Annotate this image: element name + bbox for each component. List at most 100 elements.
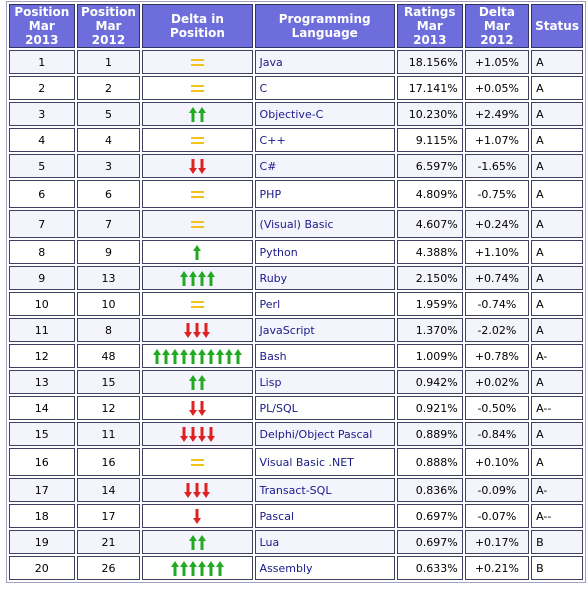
delta-rating-cell: +1.10%	[464, 240, 530, 264]
rating-cell: 4.388%	[396, 240, 463, 264]
position-prev-cell: 2	[76, 76, 141, 100]
language-name-cell: PHP	[254, 180, 395, 208]
down-arrow-icon	[184, 482, 193, 498]
language-name-cell: Objective-C	[254, 102, 395, 126]
status-cell: A	[531, 448, 583, 476]
position-prev-cell: 1	[76, 50, 141, 74]
down-arrow-icon	[193, 482, 202, 498]
rating-cell: 1.370%	[396, 318, 463, 342]
delta-indicator	[147, 454, 247, 470]
header-position-now[interactable]: Position Mar 2013	[9, 4, 75, 48]
language-name-cell: Lisp	[254, 370, 395, 394]
header-delta-position-label: Delta in Position	[170, 12, 225, 40]
position-prev-cell: 17	[76, 504, 141, 528]
equal-icon	[190, 190, 204, 198]
up-arrow-icon	[215, 560, 224, 576]
position-prev-cell: 4	[76, 128, 141, 152]
down-arrow-icon	[202, 482, 211, 498]
rating-cell: 0.633%	[396, 556, 463, 580]
table-row: 17 14 Transact-SQL 0.836% -0.09% A-	[9, 478, 583, 502]
header-position-prev[interactable]: Position Mar 2012	[76, 4, 141, 48]
delta-position-cell	[142, 240, 253, 264]
down-arrow-icon	[188, 158, 197, 174]
delta-position-cell	[142, 76, 253, 100]
delta-position-cell	[142, 370, 253, 394]
language-name-cell: Pascal	[254, 504, 395, 528]
language-name-cell: Perl	[254, 292, 395, 316]
delta-position-cell	[142, 102, 253, 126]
position-now-cell: 10	[9, 292, 75, 316]
down-arrow-icon	[193, 508, 202, 524]
position-prev-cell: 15	[76, 370, 141, 394]
down-arrow-icon	[188, 426, 197, 442]
delta-indicator	[147, 80, 247, 96]
rating-cell: 0.888%	[396, 448, 463, 476]
position-now-cell: 9	[9, 266, 75, 290]
status-cell: A	[531, 154, 583, 178]
delta-rating-cell: +0.78%	[464, 344, 530, 368]
status-cell: A	[531, 50, 583, 74]
position-now-cell: 16	[9, 448, 75, 476]
language-name-cell: C	[254, 76, 395, 100]
delta-position-cell	[142, 154, 253, 178]
position-now-cell: 15	[9, 422, 75, 446]
position-now-cell: 8	[9, 240, 75, 264]
position-now-cell: 19	[9, 530, 75, 554]
delta-position-cell	[142, 344, 253, 368]
down-arrow-icon	[197, 158, 206, 174]
down-arrow-icon	[197, 426, 206, 442]
table-row: 7 7 (Visual) Basic 4.607% +0.24% A	[9, 210, 583, 238]
up-arrow-icon	[188, 106, 197, 122]
delta-rating-cell: +0.24%	[464, 210, 530, 238]
position-prev-cell: 26	[76, 556, 141, 580]
rating-cell: 6.597%	[396, 154, 463, 178]
header-ratings[interactable]: Ratings Mar 2013	[396, 4, 463, 48]
position-now-cell: 1	[9, 50, 75, 74]
language-ranking-table: Position Mar 2013 Position Mar 2012 Delt…	[6, 1, 586, 583]
table-row: 9 13 Ruby 2.150% +0.74% A	[9, 266, 583, 290]
delta-rating-cell: -2.02%	[464, 318, 530, 342]
header-delta-rating[interactable]: Delta Mar 2012	[464, 4, 530, 48]
delta-indicator	[147, 322, 247, 338]
position-prev-cell: 14	[76, 478, 141, 502]
delta-position-cell	[142, 504, 253, 528]
status-cell: A	[531, 102, 583, 126]
delta-indicator	[147, 400, 247, 416]
position-prev-cell: 8	[76, 318, 141, 342]
up-arrow-icon	[197, 560, 206, 576]
delta-position-cell	[142, 448, 253, 476]
up-arrow-icon	[188, 348, 197, 364]
up-arrow-icon	[193, 244, 202, 260]
delta-rating-cell: +0.05%	[464, 76, 530, 100]
position-prev-cell: 21	[76, 530, 141, 554]
delta-position-cell	[142, 422, 253, 446]
header-delta-position[interactable]: Delta in Position	[142, 4, 253, 48]
status-cell: A-	[531, 478, 583, 502]
delta-indicator	[147, 534, 247, 550]
header-delta-rating-line1: Delta	[478, 5, 515, 19]
delta-rating-cell: +1.07%	[464, 128, 530, 152]
equal-icon	[190, 84, 204, 92]
header-status[interactable]: Status	[531, 4, 583, 48]
position-prev-cell: 10	[76, 292, 141, 316]
language-name-cell: Assembly	[254, 556, 395, 580]
delta-position-cell	[142, 556, 253, 580]
status-cell: A	[531, 318, 583, 342]
language-name-cell: (Visual) Basic	[254, 210, 395, 238]
position-now-cell: 5	[9, 154, 75, 178]
equal-icon	[190, 58, 204, 66]
table-row: 3 5 Objective-C 10.230% +2.49% A	[9, 102, 583, 126]
equal-icon	[190, 220, 204, 228]
position-now-cell: 12	[9, 344, 75, 368]
status-cell: A	[531, 240, 583, 264]
delta-position-cell	[142, 396, 253, 420]
delta-position-cell	[142, 478, 253, 502]
delta-rating-cell: -0.74%	[464, 292, 530, 316]
up-arrow-icon	[206, 560, 215, 576]
down-arrow-icon	[188, 400, 197, 416]
delta-position-cell	[142, 292, 253, 316]
delta-indicator	[147, 158, 247, 174]
header-language[interactable]: Programming Language	[254, 4, 395, 48]
up-arrow-icon	[188, 560, 197, 576]
status-cell: A	[531, 292, 583, 316]
